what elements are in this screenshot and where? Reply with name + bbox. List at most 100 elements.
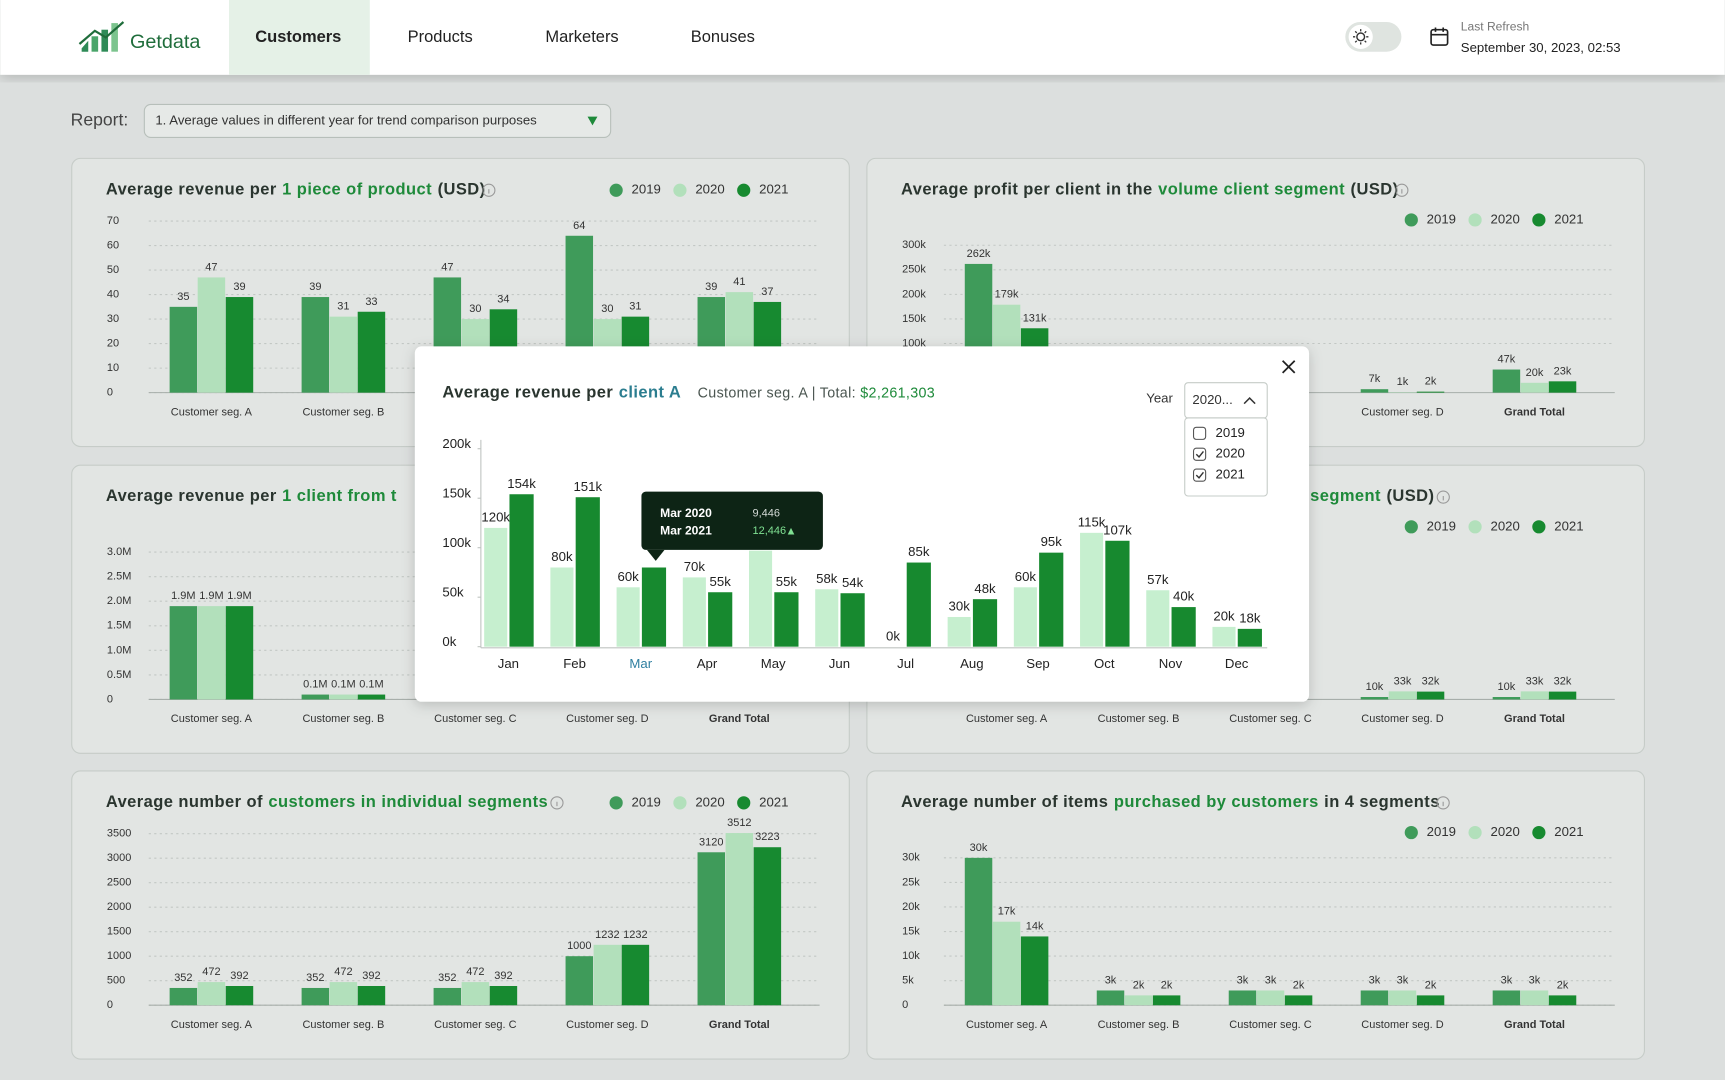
report-dropdown[interactable]: 1. Average values in different year for … bbox=[143, 103, 612, 139]
checkbox[interactable] bbox=[1192, 468, 1207, 482]
bar bbox=[1548, 381, 1577, 393]
bar[interactable] bbox=[1080, 532, 1104, 647]
nav-tab[interactable]: Customers bbox=[255, 28, 341, 46]
bar[interactable] bbox=[1212, 626, 1236, 647]
x-tick-label[interactable]: Feb bbox=[563, 656, 586, 671]
logo[interactable]: Getdata bbox=[78, 21, 200, 53]
report-label: Report: bbox=[71, 110, 129, 130]
data-label: 3k bbox=[1397, 974, 1409, 986]
legend-label: 2019 bbox=[1427, 824, 1456, 839]
x-tick-label[interactable]: Jun bbox=[829, 656, 850, 671]
x-tick-label: Grand Total bbox=[1504, 713, 1565, 725]
bar[interactable] bbox=[1146, 590, 1170, 647]
dropdown-value: 1. Average values in different year for … bbox=[155, 112, 537, 127]
data-label: 33k bbox=[1526, 675, 1544, 687]
checkbox[interactable] bbox=[1192, 447, 1207, 461]
bar bbox=[301, 987, 330, 1006]
x-tick-label[interactable]: May bbox=[761, 656, 786, 671]
x-tick-label[interactable]: Dec bbox=[1225, 656, 1249, 671]
info-icon[interactable] bbox=[550, 796, 564, 810]
checkbox[interactable] bbox=[1192, 426, 1207, 440]
bar[interactable] bbox=[1039, 552, 1064, 647]
data-label: 107k bbox=[1103, 522, 1132, 537]
data-label: 47 bbox=[205, 261, 217, 273]
title-part: customers in individual segments bbox=[268, 793, 548, 811]
panel bbox=[71, 770, 850, 1060]
year-option[interactable]: 2021 bbox=[1216, 467, 1245, 482]
bar[interactable] bbox=[575, 497, 600, 647]
bar[interactable] bbox=[947, 616, 971, 647]
data-label: 3223 bbox=[755, 831, 779, 843]
bar[interactable] bbox=[509, 494, 534, 647]
data-label: 151k bbox=[573, 479, 602, 494]
y-tick-label: 1.5M bbox=[107, 620, 131, 632]
year-option[interactable]: 2020 bbox=[1216, 446, 1245, 461]
x-tick-label[interactable]: Jul bbox=[897, 656, 914, 671]
x-tick-label[interactable]: Nov bbox=[1159, 656, 1183, 671]
x-tick-label: Customer seg. D bbox=[1361, 406, 1443, 418]
info-icon[interactable] bbox=[1436, 796, 1450, 810]
bar[interactable] bbox=[484, 527, 508, 647]
data-label: 20k bbox=[1526, 367, 1544, 379]
bar[interactable] bbox=[1171, 607, 1196, 647]
tooltip-value: 12,446 bbox=[753, 525, 787, 537]
x-tick-label[interactable]: Aug bbox=[960, 656, 983, 671]
info-icon[interactable] bbox=[1395, 183, 1409, 197]
year-option[interactable]: 2019 bbox=[1216, 425, 1245, 440]
bar[interactable] bbox=[1105, 540, 1130, 647]
x-tick-label: Customer seg. A bbox=[171, 1019, 253, 1031]
data-label: 2k bbox=[1425, 376, 1437, 388]
bar bbox=[753, 847, 782, 1006]
data-label: 1k bbox=[1397, 376, 1409, 388]
y-tick-label: 20k bbox=[902, 901, 920, 913]
data-label: 1232 bbox=[623, 929, 647, 941]
y-tick-label: 30k bbox=[902, 852, 920, 864]
data-label: 392 bbox=[494, 970, 512, 982]
bar[interactable] bbox=[641, 567, 667, 647]
bar[interactable] bbox=[972, 599, 998, 647]
data-label: 70k bbox=[684, 559, 706, 574]
data-label: 31 bbox=[337, 301, 349, 313]
bar[interactable] bbox=[550, 567, 574, 647]
x-tick-label[interactable]: Mar bbox=[629, 656, 652, 671]
info-icon[interactable] bbox=[1436, 490, 1450, 504]
info-icon[interactable] bbox=[482, 183, 496, 197]
data-label: 3512 bbox=[727, 817, 751, 829]
nav-tab[interactable]: Marketers bbox=[545, 28, 618, 46]
logo-bar bbox=[81, 40, 89, 52]
bar[interactable] bbox=[815, 589, 839, 647]
legend-label: 2020 bbox=[695, 182, 724, 197]
legend-label: 2020 bbox=[695, 794, 724, 809]
data-label: 3k bbox=[1105, 974, 1117, 986]
check-mark bbox=[1195, 451, 1204, 459]
bar[interactable] bbox=[616, 587, 640, 647]
bar[interactable] bbox=[774, 592, 799, 647]
close-button[interactable] bbox=[1282, 360, 1296, 374]
x-tick-label: Customer seg. D bbox=[1361, 713, 1443, 725]
theme-toggle[interactable] bbox=[1345, 21, 1402, 52]
x-tick-label[interactable]: Oct bbox=[1094, 656, 1115, 671]
data-label: 23k bbox=[1554, 365, 1572, 377]
bar[interactable] bbox=[1013, 587, 1037, 647]
x-tick-label[interactable]: Jan bbox=[498, 656, 519, 671]
bar bbox=[1388, 691, 1417, 700]
bar[interactable] bbox=[682, 577, 706, 647]
bar[interactable] bbox=[906, 562, 931, 647]
data-label: 10k bbox=[1498, 681, 1516, 693]
bar bbox=[433, 987, 462, 1006]
bar bbox=[964, 857, 993, 1006]
bar bbox=[1520, 691, 1549, 700]
bar[interactable] bbox=[1237, 628, 1262, 647]
nav-tab[interactable]: Products bbox=[408, 28, 473, 46]
bar[interactable] bbox=[840, 593, 865, 647]
y-tick-label: 50k bbox=[442, 584, 464, 599]
title-part: client A bbox=[619, 384, 681, 402]
bar[interactable] bbox=[708, 592, 733, 647]
x-tick-label[interactable]: Sep bbox=[1026, 656, 1049, 671]
data-label: 2k bbox=[1425, 979, 1437, 991]
legend-swatch bbox=[1404, 520, 1418, 534]
x-tick-label[interactable]: Apr bbox=[697, 656, 718, 671]
y-tick-label: 3500 bbox=[107, 828, 131, 840]
nav-tab[interactable]: Bonuses bbox=[691, 28, 755, 46]
bar[interactable] bbox=[749, 550, 773, 647]
